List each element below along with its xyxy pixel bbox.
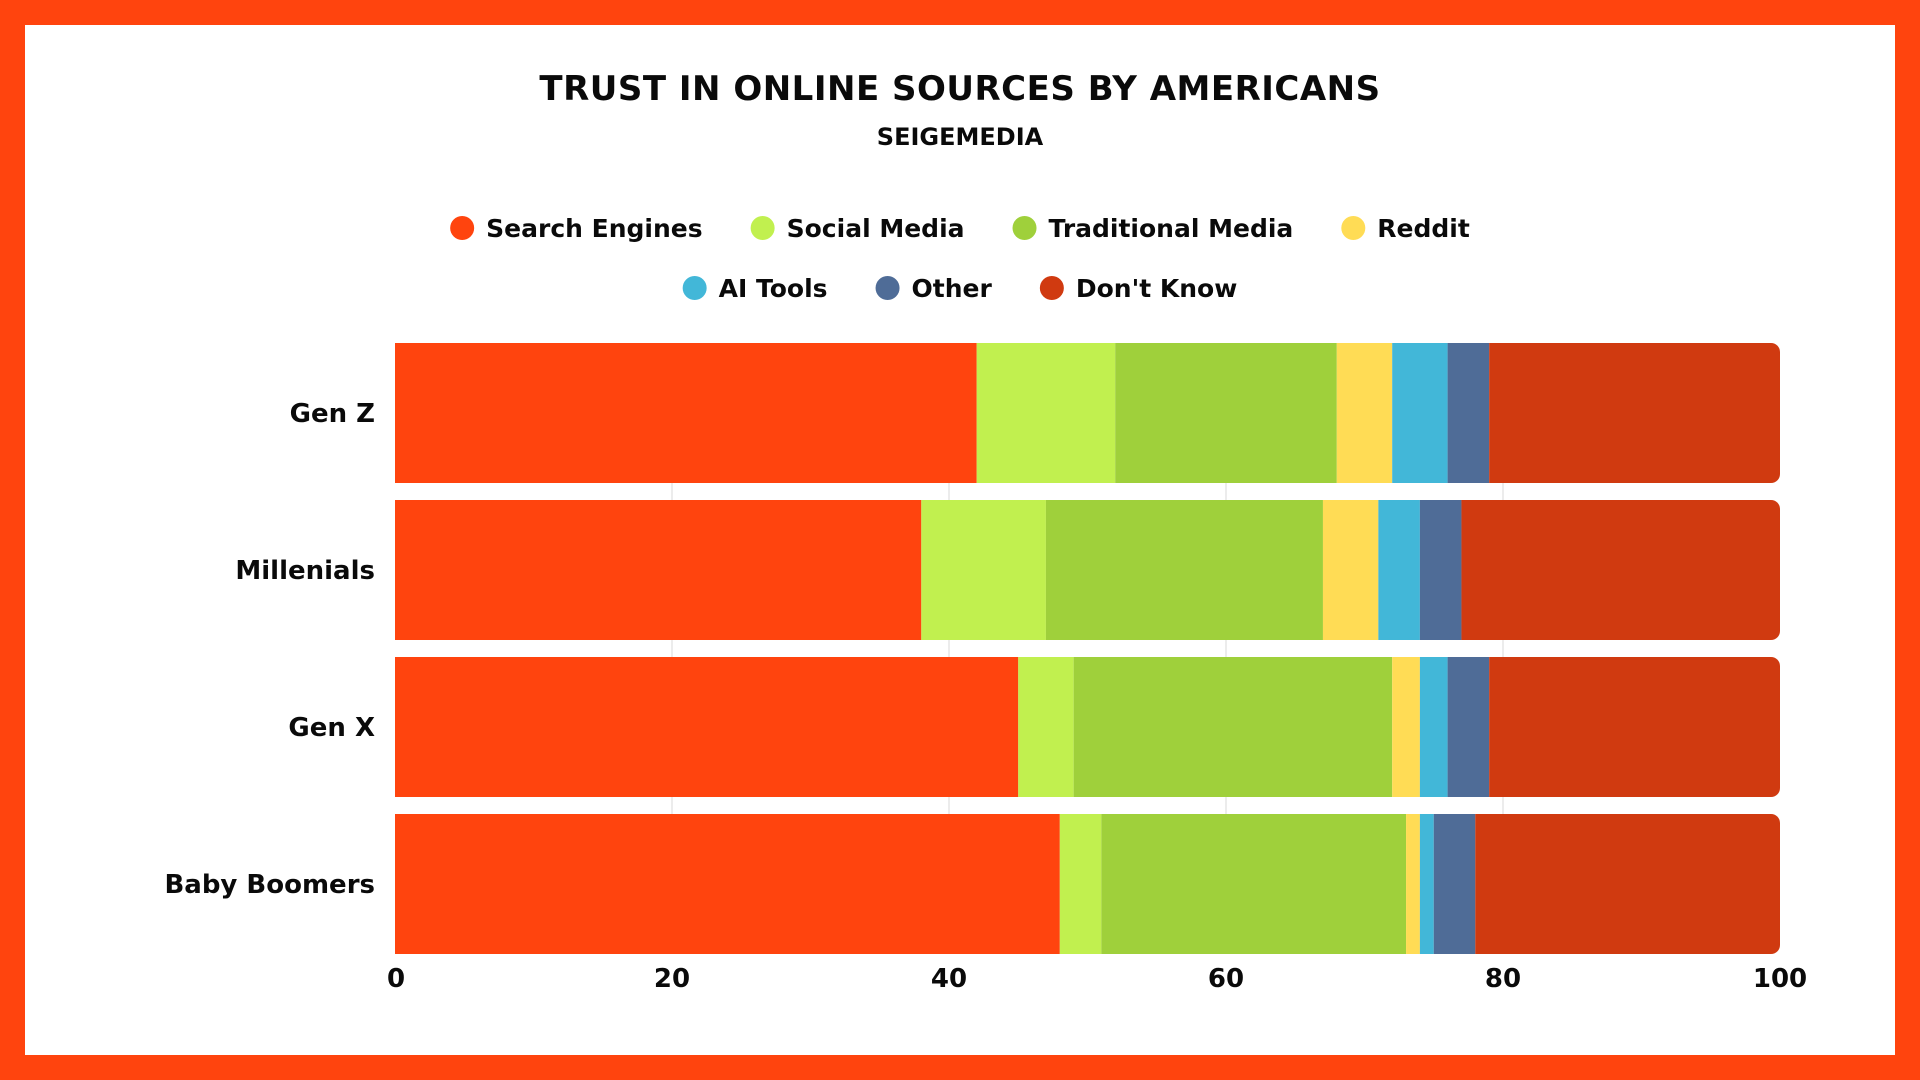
legend-swatch-ai-tools <box>682 276 707 300</box>
bar-baby-boomers-don-t-know <box>1475 814 1780 954</box>
category-labels: Gen Z Millenials Gen X Baby Boomers <box>164 399 375 900</box>
x-tick-60: 60 <box>1208 964 1244 994</box>
legend-swatch-traditional-media <box>1012 216 1037 240</box>
bar-gen-z-ai-tools <box>1392 343 1448 483</box>
category-label-gen-z: Gen Z <box>290 399 375 429</box>
bar-gen-z-social-media <box>976 343 1116 483</box>
bars <box>395 343 1780 954</box>
bar-baby-boomers-search-engines <box>395 814 1060 954</box>
chart-svg: TRUST IN ONLINE SOURCES BY AMERICANS SEI… <box>164 69 1807 994</box>
x-tick-80: 80 <box>1485 964 1521 994</box>
bar-gen-z-reddit <box>1336 343 1393 483</box>
chart-subtitle: SEIGEMEDIA <box>877 123 1044 151</box>
x-tick-40: 40 <box>931 964 967 994</box>
category-label-millenials: Millenials <box>235 556 375 586</box>
bar-millenials-reddit <box>1322 500 1379 640</box>
legend-item-social-media: Social Media <box>750 214 965 243</box>
legend-row-2: AI Tools Other Don't Know <box>682 274 1237 303</box>
bar-millenials-don-t-know <box>1461 500 1780 640</box>
legend-label-don-t-know: Don't Know <box>1076 274 1237 303</box>
legend-item-ai-tools: AI Tools <box>682 274 828 303</box>
bar-group-gen-x <box>395 657 1780 797</box>
bar-millenials-ai-tools <box>1378 500 1420 640</box>
bar-group-gen-z <box>395 343 1780 483</box>
bar-millenials-search-engines <box>395 500 922 640</box>
bar-gen-x-traditional-media <box>1073 657 1393 797</box>
legend-item-don-t-know: Don't Know <box>1039 274 1237 303</box>
legend-label-ai-tools: AI Tools <box>719 274 828 303</box>
legend-swatch-reddit <box>1341 216 1366 240</box>
bar-millenials-traditional-media <box>1045 500 1323 640</box>
bar-gen-x-other <box>1447 657 1490 797</box>
chart-frame: TRUST IN ONLINE SOURCES BY AMERICANS SEI… <box>25 25 1895 1055</box>
bar-baby-boomers-reddit <box>1406 814 1420 954</box>
legend-label-reddit: Reddit <box>1377 214 1470 243</box>
legend-swatch-other <box>875 276 900 300</box>
bar-gen-x-reddit <box>1392 657 1420 797</box>
category-label-baby-boomers: Baby Boomers <box>164 870 375 900</box>
legend-swatch-social-media <box>750 216 775 240</box>
bar-baby-boomers-ai-tools <box>1419 814 1434 954</box>
bar-gen-z-search-engines <box>395 343 977 483</box>
bar-gen-x-social-media <box>1018 657 1074 797</box>
bar-baby-boomers-social-media <box>1059 814 1102 954</box>
legend-item-search-engines: Search Engines <box>450 214 703 243</box>
legend-row-1: Search Engines Social Media Traditional Me… <box>450 214 1470 243</box>
bar-group-millenials <box>395 500 1780 640</box>
bar-millenials-other <box>1419 500 1462 640</box>
legend-label-traditional-media: Traditional Media <box>1049 214 1294 243</box>
bar-millenials-social-media <box>921 500 1046 640</box>
bar-baby-boomers-other <box>1433 814 1476 954</box>
bar-gen-z-don-t-know <box>1489 343 1780 483</box>
legend: Search Engines Social Media Traditional Me… <box>450 214 1470 303</box>
x-tick-labels: 0 20 40 60 80 100 <box>387 964 1807 994</box>
x-tick-0: 0 <box>387 964 405 994</box>
legend-item-reddit: Reddit <box>1341 214 1470 243</box>
legend-item-other: Other <box>875 274 993 303</box>
bar-group-baby-boomers <box>395 814 1780 954</box>
chart-title: TRUST IN ONLINE SOURCES BY AMERICANS <box>539 69 1380 109</box>
legend-swatch-search-engines <box>450 216 475 240</box>
legend-item-traditional-media: Traditional Media <box>1012 214 1294 243</box>
legend-label-social-media: Social Media <box>787 214 965 243</box>
category-label-gen-x: Gen X <box>288 713 375 743</box>
bar-gen-z-traditional-media <box>1115 343 1337 483</box>
legend-swatch-don-t-know <box>1039 276 1064 300</box>
bar-gen-x-ai-tools <box>1419 657 1448 797</box>
bar-baby-boomers-traditional-media <box>1101 814 1407 954</box>
bar-gen-z-other <box>1447 343 1490 483</box>
x-tick-20: 20 <box>654 964 690 994</box>
bar-gen-x-don-t-know <box>1489 657 1780 797</box>
legend-label-search-engines: Search Engines <box>486 214 702 243</box>
bar-gen-x-search-engines <box>395 657 1019 797</box>
x-tick-100: 100 <box>1753 964 1807 994</box>
legend-label-other: Other <box>912 274 993 303</box>
